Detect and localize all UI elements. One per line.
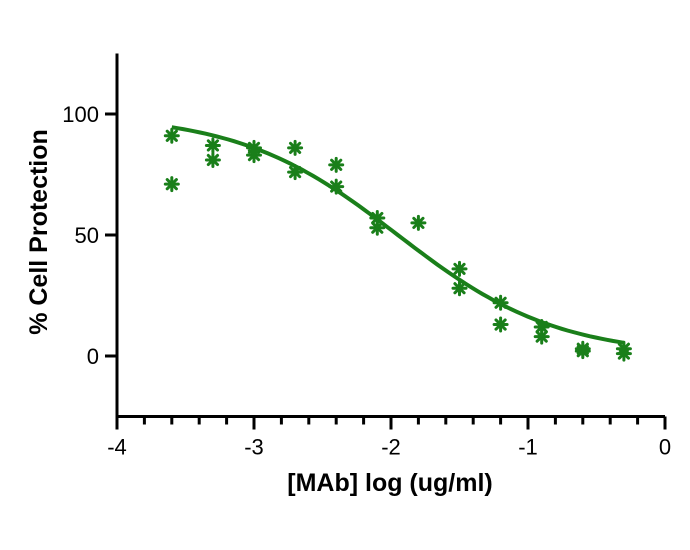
- data-point: [369, 219, 386, 236]
- data-point: [287, 164, 304, 181]
- x-tick-label: 0: [659, 435, 671, 460]
- y-ticks: 0 50 100: [62, 102, 117, 369]
- x-tick-label: -1: [518, 435, 538, 460]
- data-point: [163, 127, 180, 144]
- data-point: [492, 316, 509, 333]
- data-point: [492, 294, 509, 311]
- fit-curve: [171, 125, 625, 345]
- x-tick-label: -4: [107, 435, 127, 460]
- data-point: [246, 147, 262, 164]
- data-point: [533, 318, 550, 335]
- data-point: [204, 137, 221, 154]
- data-point: [451, 260, 468, 277]
- data-point: [287, 139, 304, 156]
- y-tick-label: 50: [75, 223, 99, 248]
- x-axis-title: [MAb] log (ug/ml): [287, 469, 493, 497]
- data-point: [615, 345, 632, 362]
- data-point: [328, 178, 345, 195]
- y-tick-label: 100: [62, 102, 99, 127]
- data-point: [451, 280, 468, 297]
- y-axis-title: % Cell Protection: [25, 129, 53, 335]
- x-ticks: -4 -3 -2 -1 0: [107, 416, 671, 460]
- data-point: [410, 214, 427, 231]
- data-point: [328, 156, 345, 173]
- data-point: [163, 176, 180, 193]
- data-points: [163, 127, 632, 362]
- data-point: [533, 328, 550, 345]
- y-tick-label: 0: [87, 344, 99, 369]
- x-tick-label: -2: [381, 435, 401, 460]
- data-point: [204, 151, 221, 168]
- x-tick-label: -3: [244, 435, 264, 460]
- data-point: [574, 343, 591, 360]
